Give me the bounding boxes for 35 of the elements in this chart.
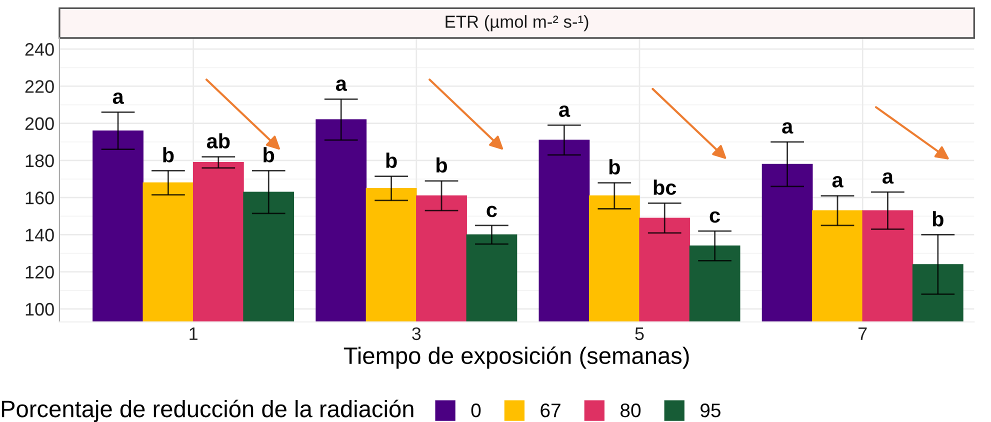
data-label: b — [264, 147, 274, 162]
x-tick-label: 5 — [635, 328, 644, 340]
data-label: b — [386, 152, 397, 168]
y-tick-label: 180 — [26, 154, 54, 168]
legend-label: 80 — [620, 404, 641, 418]
y-tick-label: 140 — [26, 228, 54, 242]
data-label: ab — [206, 133, 230, 148]
data-label: a — [882, 172, 894, 184]
y-tick-label: 120 — [26, 266, 54, 279]
data-label: c — [710, 211, 720, 223]
data-label: a — [336, 80, 348, 91]
chart-title: ETR (µmol m-² s-¹) — [446, 15, 588, 32]
data-label: a — [832, 176, 844, 188]
y-tick-label: 240 — [25, 43, 54, 56]
legend-label: 0 — [471, 404, 481, 418]
x-tick-label: 3 — [412, 327, 421, 340]
data-label: a — [559, 106, 570, 117]
x-axis-title: Tiempo de exposición (semanas) — [344, 346, 689, 369]
data-label: a — [782, 122, 794, 134]
data-label: c — [486, 206, 497, 218]
x-tick-label: 7 — [858, 328, 867, 340]
y-tick-label: 100 — [26, 302, 54, 316]
data-label: b — [932, 211, 944, 226]
data-label: bc — [654, 180, 676, 195]
data-label: a — [112, 92, 124, 104]
legend-label: 67 — [540, 404, 560, 418]
y-tick-label: 160 — [26, 192, 54, 204]
y-tick-label: 220 — [25, 80, 54, 93]
x-tick-label: 1 — [190, 328, 198, 340]
legend-label: 95 — [700, 404, 720, 418]
legend-title: Porcentaje de reducción de la radiación — [2, 400, 414, 422]
data-label: b — [163, 147, 174, 162]
y-tick-label: 200 — [25, 117, 54, 130]
data-label: b — [609, 159, 620, 174]
data-label: b — [436, 157, 448, 173]
